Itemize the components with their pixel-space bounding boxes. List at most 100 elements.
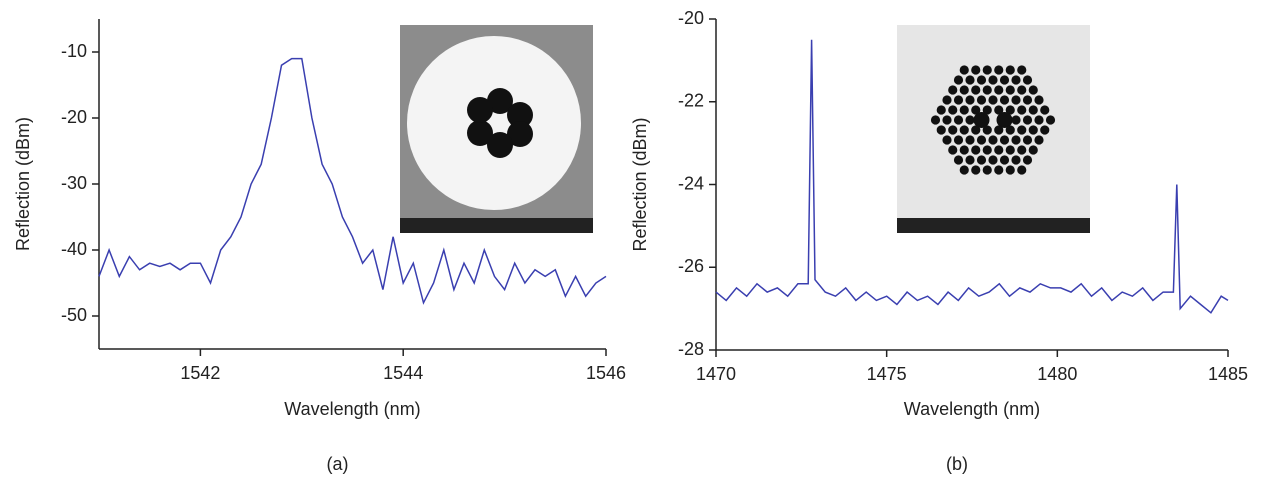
x-tick-label: 1480: [1037, 364, 1077, 384]
y-tick-label: -20: [678, 8, 704, 28]
hole: [976, 75, 987, 85]
hole: [1017, 125, 1027, 135]
x-tick-label: 1544: [383, 363, 423, 383]
x-tick-label: 1546: [586, 363, 626, 383]
hole: [999, 95, 1010, 105]
x-axis-title: Wavelength (nm): [904, 399, 1040, 419]
hole: [976, 155, 987, 165]
hole: [953, 115, 964, 125]
hole: [1028, 145, 1038, 155]
hole: [994, 65, 1004, 75]
hole: [965, 135, 975, 145]
hole: [930, 115, 941, 125]
hole: [1005, 145, 1015, 155]
hole: [1005, 165, 1015, 175]
hole: [1011, 75, 1021, 85]
hole: [1022, 115, 1033, 125]
hole: [1017, 85, 1027, 95]
hole: [487, 132, 513, 158]
hole: [1017, 105, 1027, 115]
hole: [965, 75, 975, 85]
hole: [1022, 135, 1033, 145]
data-line: [715, 39, 1229, 314]
x-tick-label: 1475: [867, 364, 907, 384]
hole: [1034, 135, 1044, 145]
hole: [971, 85, 981, 95]
hole: [996, 112, 1013, 128]
hole: [982, 165, 992, 175]
hole: [467, 97, 493, 123]
hole: [988, 155, 998, 165]
scale-bar: [400, 218, 593, 233]
hole: [971, 65, 981, 75]
hole: [1017, 65, 1027, 75]
inset-b: [897, 25, 1090, 233]
hole: [994, 105, 1004, 115]
scale-bar: [897, 218, 1090, 233]
hole: [1011, 95, 1021, 105]
y-tick-label: -10: [61, 41, 87, 61]
hole: [971, 165, 981, 175]
hole: [1017, 165, 1027, 175]
y-axis-title: Reflection (dBm): [630, 117, 650, 251]
hole: [953, 95, 964, 105]
hole: [994, 85, 1004, 95]
hole: [976, 135, 987, 145]
panel-label: (b): [946, 454, 968, 474]
y-tick-label: -24: [678, 173, 704, 193]
hole: [1011, 135, 1021, 145]
hole: [988, 75, 998, 85]
y-tick-label: -20: [61, 107, 87, 127]
hole: [936, 105, 946, 115]
x-tick-label: 1485: [1208, 364, 1248, 384]
hole: [1028, 105, 1038, 115]
hole: [1005, 105, 1015, 115]
hole: [1022, 155, 1033, 165]
y-tick-label: -26: [678, 256, 704, 276]
hole: [1005, 85, 1015, 95]
fiber-cladding: [407, 36, 581, 210]
hole: [988, 95, 998, 105]
hole: [948, 85, 958, 95]
hole: [1011, 155, 1021, 165]
hole: [953, 155, 964, 165]
hole: [1011, 115, 1021, 125]
hole: [507, 121, 533, 147]
hole: [953, 75, 964, 85]
hole: [467, 120, 493, 146]
hole: [982, 85, 992, 95]
hole: [953, 135, 964, 145]
x-tick-label: 1542: [180, 363, 220, 383]
hole: [999, 135, 1010, 145]
hole: [994, 125, 1004, 135]
hole: [1034, 115, 1044, 125]
inset-frame: [897, 25, 1090, 233]
hole: [936, 125, 946, 135]
y-axis-title: Reflection (dBm): [13, 117, 33, 251]
hole: [1022, 95, 1033, 105]
hole: [982, 105, 992, 115]
hole: [1034, 95, 1044, 105]
hole: [959, 85, 969, 95]
hole: [1005, 65, 1015, 75]
hole: [982, 145, 992, 155]
hole: [982, 65, 992, 75]
y-tick-label: -30: [61, 173, 87, 193]
hole: [1040, 125, 1050, 135]
hole: [948, 145, 958, 155]
hole: [1005, 125, 1015, 135]
hole: [971, 145, 981, 155]
hole: [942, 135, 952, 145]
hole: [994, 145, 1004, 155]
y-tick-label: -22: [678, 91, 704, 111]
hole: [959, 165, 969, 175]
hole: [942, 115, 952, 125]
hole: [959, 145, 969, 155]
hole: [971, 125, 981, 135]
hole: [965, 95, 975, 105]
hole: [507, 102, 533, 128]
data-line: [98, 57, 607, 305]
panel-label: (a): [327, 454, 349, 474]
x-axis-title: Wavelength (nm): [284, 399, 420, 419]
